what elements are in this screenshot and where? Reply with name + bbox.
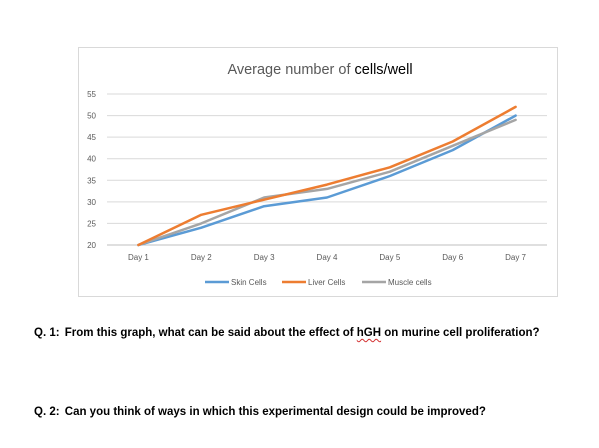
question-1-text-before: From this graph, what can be said about … [64, 327, 357, 339]
y-tick-label: 20 [87, 241, 96, 250]
chart-title-bold: cells/well [355, 62, 413, 78]
legend-label-skin-cells: Skin Cells [231, 278, 267, 287]
chart-title-plain: Average number of [227, 62, 354, 78]
y-tick-label: 45 [87, 133, 96, 142]
legend: Skin Cells Liver Cells Muscle cells [205, 278, 432, 287]
line-chart: Average number of cells/well 20 25 30 35 40 4… [87, 62, 547, 287]
y-tick-label: 55 [87, 90, 96, 99]
x-tick-label: Day 7 [505, 253, 526, 262]
question-1-text-after: on murine cell proliferation? [381, 327, 540, 339]
y-tick-label: 40 [87, 155, 96, 164]
y-tick-label: 25 [87, 219, 96, 228]
series-lines [137, 105, 517, 247]
series-line-muscle-cells [137, 118, 517, 247]
chart-title: Average number of cells/well [227, 62, 412, 78]
x-tick-label: Day 3 [254, 253, 275, 262]
question-2-text: Can you think of ways in which this expe… [64, 406, 486, 418]
x-tick-label: Day 2 [191, 253, 212, 262]
x-axis-ticks: Day 1 Day 2 Day 3 Day 4 Day 5 Day 6 Day 7 [128, 253, 527, 262]
question-1-label: Q. 1: [34, 327, 60, 339]
series-line-liver-cells [137, 105, 517, 247]
question-2: Q. 2: Can you think of ways in which thi… [34, 406, 486, 418]
chart-frame: Average number of cells/well 20 25 30 35 40 4… [78, 47, 558, 297]
question-2-label: Q. 2: [34, 406, 60, 418]
question-1-hgh: hGH [356, 327, 382, 339]
legend-label-muscle-cells: Muscle cells [388, 278, 432, 287]
x-tick-label: Day 6 [442, 253, 463, 262]
x-tick-label: Day 5 [379, 253, 400, 262]
y-tick-label: 30 [87, 198, 96, 207]
x-tick-label: Day 4 [317, 253, 338, 262]
y-tick-label: 35 [87, 176, 96, 185]
y-tick-label: 50 [87, 112, 96, 121]
question-1: Q. 1: From this graph, what can be said … [34, 327, 540, 339]
gridlines [107, 93, 547, 246]
series-line-skin-cells [137, 114, 517, 247]
x-tick-label: Day 1 [128, 253, 149, 262]
y-axis-ticks: 20 25 30 35 40 45 50 55 [87, 90, 96, 250]
legend-label-liver-cells: Liver Cells [308, 278, 345, 287]
